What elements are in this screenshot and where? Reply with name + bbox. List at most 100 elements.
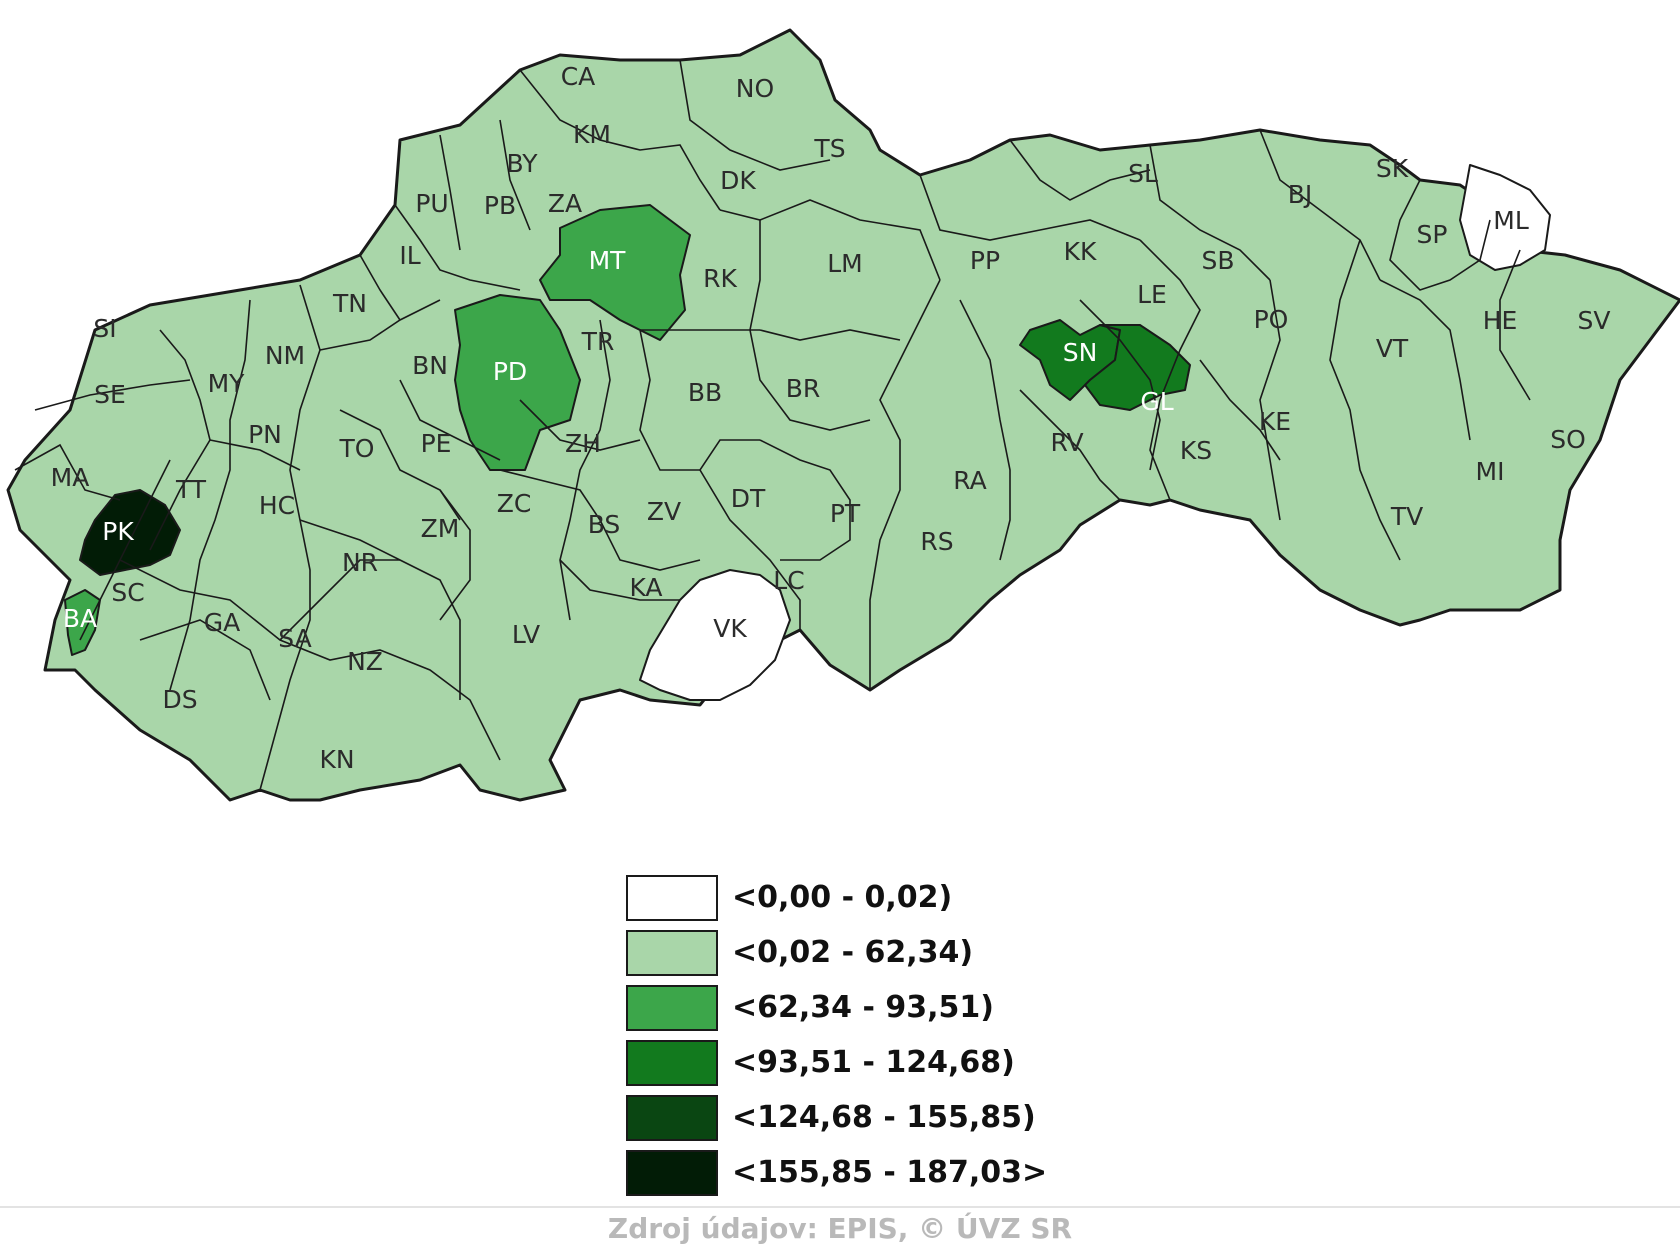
district-label-il: IL xyxy=(399,241,420,270)
district-label-to: TO xyxy=(339,434,375,463)
district-label-ts: TS xyxy=(813,134,845,163)
district-label-pn: PN xyxy=(248,420,282,449)
district-label-bs: BS xyxy=(588,510,621,539)
legend-row: <155,85 - 187,03> xyxy=(626,1145,1146,1200)
district-label-ba: BA xyxy=(63,604,97,633)
legend-label: <0,00 - 0,02) xyxy=(732,880,953,915)
district-label-sl: SL xyxy=(1128,159,1158,188)
district-label-pk: PK xyxy=(102,517,134,546)
district-label-ma: MA xyxy=(51,463,90,492)
district-label-tt: TT xyxy=(175,475,207,504)
district-label-sp: SP xyxy=(1417,220,1448,249)
legend-label: <124,68 - 155,85) xyxy=(732,1100,1036,1135)
district-label-sc: SC xyxy=(111,578,144,607)
legend-row: <62,34 - 93,51) xyxy=(626,980,1146,1035)
source-note: Zdroj údajov: EPIS, © ÚVZ SR xyxy=(607,1212,1073,1245)
district-label-ds: DS xyxy=(162,685,197,714)
district-borders xyxy=(14,59,1531,791)
country-outline xyxy=(6,28,1680,802)
district-label-tv: TV xyxy=(1390,502,1423,531)
district-label-pe: PE xyxy=(421,429,452,458)
district-label-my: MY xyxy=(208,369,246,398)
district-label-sn: SN xyxy=(1063,338,1098,367)
legend-row: <93,51 - 124,68) xyxy=(626,1035,1146,1090)
district-label-pb: PB xyxy=(484,191,516,220)
district-label-zv: ZV xyxy=(647,497,681,526)
district-label-bj: BJ xyxy=(1288,180,1313,209)
legend-swatch xyxy=(626,1094,718,1141)
district-label-ks: KS xyxy=(1180,436,1212,465)
district-label-mt: MT xyxy=(589,246,627,275)
district-label-lc: LC xyxy=(773,566,804,595)
district-label-so: SO xyxy=(1550,425,1586,454)
district-label-pd: PD xyxy=(493,357,527,386)
district-label-hc: HC xyxy=(259,491,295,520)
district-label-zh: ZH xyxy=(565,429,601,458)
district-label-ka: KA xyxy=(629,573,662,602)
district-label-sv: SV xyxy=(1578,306,1611,335)
legend-swatch xyxy=(626,984,718,1031)
legend: <0,00 - 0,02) <0,02 - 62,34) <62,34 - 93,5… xyxy=(626,870,1146,1200)
district-label-kn: KN xyxy=(319,745,354,774)
district-label-rs: RS xyxy=(920,527,953,556)
district-label-km: KM xyxy=(573,120,611,149)
district-label-bb: BB xyxy=(688,378,722,407)
district-label-lv: LV xyxy=(512,620,540,649)
district-label-nr: NR xyxy=(342,548,378,577)
district-label-mi: MI xyxy=(1476,457,1505,486)
legend-swatch xyxy=(626,874,718,921)
district-label-lm: LM xyxy=(827,249,863,278)
district-label-he: HE xyxy=(1483,306,1518,335)
legend-label: <62,34 - 93,51) xyxy=(732,990,994,1025)
district-label-ke: KE xyxy=(1259,407,1291,436)
district-label-vt: VT xyxy=(1376,334,1409,363)
district-label-zc: ZC xyxy=(497,489,532,518)
district-label-ml: ML xyxy=(1493,206,1529,235)
legend-label: <0,02 - 62,34) xyxy=(732,935,974,970)
district-label-ca: CA xyxy=(561,62,596,91)
district-label-si: SI xyxy=(93,314,116,343)
district-label-nm: NM xyxy=(265,341,305,370)
district-label-le: LE xyxy=(1137,280,1167,309)
district-label-no: NO xyxy=(736,74,774,103)
district-label-sb: SB xyxy=(1201,246,1234,275)
district-vk-area xyxy=(639,569,791,701)
district-ml-area xyxy=(1459,164,1551,271)
district-label-se: SE xyxy=(94,380,126,409)
district-label-tr: TR xyxy=(581,327,615,356)
legend-row: <124,68 - 155,85) xyxy=(626,1090,1146,1145)
legend-row: <0,02 - 62,34) xyxy=(626,925,1146,980)
district-pd-area xyxy=(454,294,581,471)
legend-swatch xyxy=(626,929,718,976)
district-label-dt: DT xyxy=(731,484,766,513)
district-label-gl: GL xyxy=(1140,387,1173,416)
district-label-pp: PP xyxy=(970,246,1000,275)
district-label-sk: SK xyxy=(1376,154,1409,183)
legend-label: <155,85 - 187,03> xyxy=(732,1155,1048,1190)
legend-label: <93,51 - 124,68) xyxy=(732,1045,1015,1080)
district-ba-area xyxy=(64,589,101,656)
district-label-zm: ZM xyxy=(421,514,460,543)
footer-divider xyxy=(0,1206,1680,1208)
district-label-nz: NZ xyxy=(347,647,383,676)
district-label-vk: VK xyxy=(713,614,747,643)
district-label-pu: PU xyxy=(415,189,448,218)
district-label-ra: RA xyxy=(953,466,986,495)
district-label-za: ZA xyxy=(548,189,582,218)
district-label-kk: KK xyxy=(1064,237,1097,266)
district-mt-area xyxy=(539,204,691,341)
highlight-fills xyxy=(64,164,1551,701)
district-label-pt: PT xyxy=(830,499,861,528)
district-label-dk: DK xyxy=(720,166,756,195)
district-label-tn: TN xyxy=(332,289,367,318)
district-label-sa: SA xyxy=(278,624,311,653)
legend-swatch xyxy=(626,1039,718,1086)
district-pk-area xyxy=(79,489,181,576)
legend-swatch xyxy=(626,1149,718,1196)
legend-row: <0,00 - 0,02) xyxy=(626,870,1146,925)
district-label-rv: RV xyxy=(1050,428,1083,457)
district-label-po: PO xyxy=(1254,305,1289,334)
district-label-by: BY xyxy=(506,149,538,178)
